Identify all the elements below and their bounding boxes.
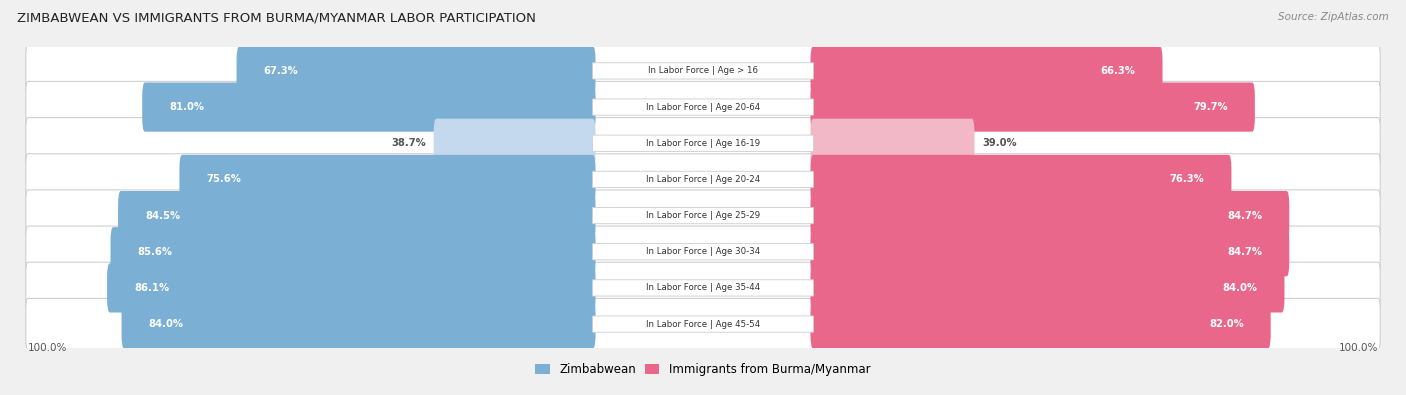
FancyBboxPatch shape	[111, 227, 596, 276]
FancyBboxPatch shape	[592, 171, 814, 188]
Text: In Labor Force | Age 45-54: In Labor Force | Age 45-54	[645, 320, 761, 329]
Text: 100.0%: 100.0%	[1339, 342, 1378, 353]
FancyBboxPatch shape	[25, 81, 1381, 133]
Text: 79.7%: 79.7%	[1194, 102, 1227, 112]
Text: 39.0%: 39.0%	[981, 138, 1017, 148]
Text: 81.0%: 81.0%	[169, 102, 204, 112]
FancyBboxPatch shape	[592, 244, 814, 260]
FancyBboxPatch shape	[810, 46, 1163, 96]
Text: 84.5%: 84.5%	[145, 211, 180, 220]
FancyBboxPatch shape	[25, 190, 1381, 241]
FancyBboxPatch shape	[810, 227, 1289, 276]
FancyBboxPatch shape	[592, 99, 814, 115]
FancyBboxPatch shape	[810, 83, 1254, 132]
Text: 84.0%: 84.0%	[149, 319, 183, 329]
FancyBboxPatch shape	[142, 83, 596, 132]
FancyBboxPatch shape	[810, 191, 1289, 240]
Text: In Labor Force | Age 25-29: In Labor Force | Age 25-29	[645, 211, 761, 220]
Text: In Labor Force | Age 20-64: In Labor Force | Age 20-64	[645, 103, 761, 111]
FancyBboxPatch shape	[810, 263, 1285, 312]
Text: 75.6%: 75.6%	[207, 175, 242, 184]
Text: 76.3%: 76.3%	[1170, 175, 1205, 184]
Text: 85.6%: 85.6%	[138, 247, 173, 257]
FancyBboxPatch shape	[433, 118, 596, 168]
Text: ZIMBABWEAN VS IMMIGRANTS FROM BURMA/MYANMAR LABOR PARTICIPATION: ZIMBABWEAN VS IMMIGRANTS FROM BURMA/MYAN…	[17, 12, 536, 25]
Text: In Labor Force | Age 16-19: In Labor Force | Age 16-19	[645, 139, 761, 148]
Text: In Labor Force | Age > 16: In Labor Force | Age > 16	[648, 66, 758, 75]
FancyBboxPatch shape	[236, 46, 596, 96]
FancyBboxPatch shape	[180, 155, 596, 204]
Text: In Labor Force | Age 20-24: In Labor Force | Age 20-24	[645, 175, 761, 184]
FancyBboxPatch shape	[810, 155, 1232, 204]
Text: 66.3%: 66.3%	[1101, 66, 1136, 76]
Text: 84.7%: 84.7%	[1227, 211, 1263, 220]
Text: Source: ZipAtlas.com: Source: ZipAtlas.com	[1278, 12, 1389, 22]
Text: In Labor Force | Age 30-34: In Labor Force | Age 30-34	[645, 247, 761, 256]
Text: 82.0%: 82.0%	[1209, 319, 1244, 329]
FancyBboxPatch shape	[25, 298, 1381, 350]
FancyBboxPatch shape	[592, 316, 814, 332]
Text: 38.7%: 38.7%	[391, 138, 426, 148]
FancyBboxPatch shape	[121, 299, 596, 349]
FancyBboxPatch shape	[25, 45, 1381, 97]
FancyBboxPatch shape	[118, 191, 596, 240]
FancyBboxPatch shape	[25, 226, 1381, 277]
FancyBboxPatch shape	[592, 63, 814, 79]
Text: 100.0%: 100.0%	[28, 342, 67, 353]
FancyBboxPatch shape	[810, 118, 974, 168]
FancyBboxPatch shape	[25, 262, 1381, 314]
FancyBboxPatch shape	[592, 280, 814, 296]
Text: 84.7%: 84.7%	[1227, 247, 1263, 257]
FancyBboxPatch shape	[810, 299, 1271, 349]
FancyBboxPatch shape	[592, 207, 814, 224]
Text: In Labor Force | Age 35-44: In Labor Force | Age 35-44	[645, 284, 761, 292]
Text: 84.0%: 84.0%	[1223, 283, 1257, 293]
Legend: Zimbabwean, Immigrants from Burma/Myanmar: Zimbabwean, Immigrants from Burma/Myanma…	[530, 358, 876, 381]
FancyBboxPatch shape	[107, 263, 596, 312]
Text: 67.3%: 67.3%	[263, 66, 298, 76]
FancyBboxPatch shape	[592, 135, 814, 151]
FancyBboxPatch shape	[25, 118, 1381, 169]
Text: 86.1%: 86.1%	[134, 283, 169, 293]
FancyBboxPatch shape	[25, 154, 1381, 205]
